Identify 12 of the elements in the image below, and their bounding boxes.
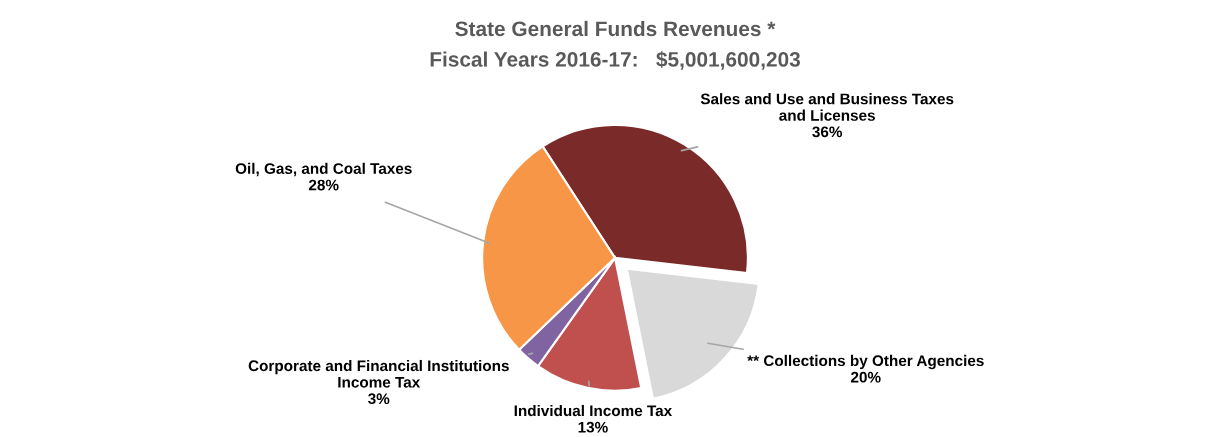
chart-subtitle: Fiscal Years 2016-17: $5,001,600,203 <box>430 51 800 70</box>
slice-label: ** Collections by Other Agencies <box>747 354 984 370</box>
data-label: 28% <box>308 179 339 191</box>
slice-label: Corporate and Financial Institutions Income Tax <box>248 359 509 388</box>
data-label: 3% <box>368 393 390 405</box>
slice-label: Oil, Gas, and Coal Taxes <box>235 162 412 177</box>
data-label: 20% <box>850 371 881 383</box>
data-label: 36% <box>812 126 843 138</box>
chart-title: State General Funds Revenues * <box>455 20 776 37</box>
slice-label: Individual Income Tax <box>514 404 673 417</box>
slice-label: Sales and Use and Business Taxes and Licenses <box>700 93 954 121</box>
data-label: 13% <box>578 421 608 433</box>
